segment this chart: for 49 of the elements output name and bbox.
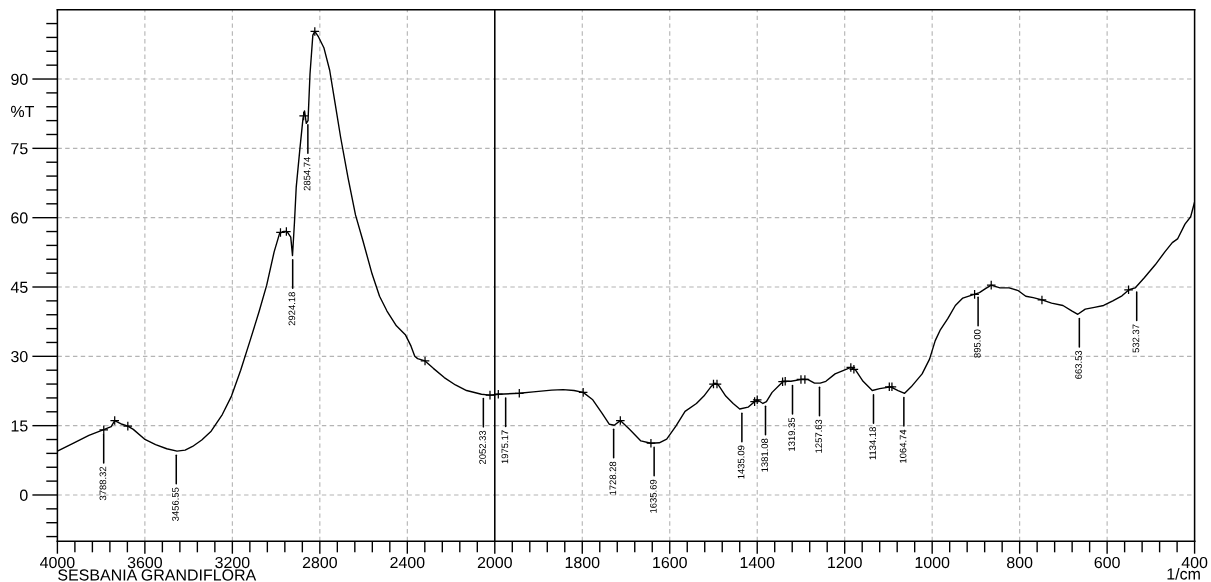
x-tick-label: 600 bbox=[1094, 556, 1120, 569]
x-tick-label: 800 bbox=[1007, 556, 1033, 569]
x-tick-label: 2400 bbox=[390, 556, 425, 569]
annotation: 2924.18 bbox=[288, 292, 296, 326]
annotation: 1728.28 bbox=[609, 461, 617, 495]
x-tick-label: 3600 bbox=[127, 556, 163, 569]
annotation: 1064.74 bbox=[899, 429, 907, 463]
y-tick-label: 15 bbox=[11, 420, 28, 432]
y-axis-title: %T bbox=[11, 105, 35, 118]
x-tick-label: 4000 bbox=[40, 556, 75, 569]
point bbox=[712, 379, 722, 389]
annotation: 1975.17 bbox=[501, 430, 509, 464]
x-axis-title: 1/cm bbox=[1167, 567, 1200, 580]
y-tick-label: 30 bbox=[11, 350, 28, 363]
y-tick-label: 90 bbox=[11, 73, 28, 85]
annotation: 1134.18 bbox=[869, 427, 877, 460]
y-tick-label: 0 bbox=[19, 489, 28, 501]
point bbox=[485, 390, 495, 401]
annotation: 2052.33 bbox=[479, 430, 486, 464]
x-tick-label: 1600 bbox=[653, 556, 687, 569]
annotation: 1319.35 bbox=[788, 417, 796, 451]
annotation: 1257.63 bbox=[815, 419, 823, 453]
x-tick-label: 1200 bbox=[828, 556, 862, 569]
annotation: 3788.32 bbox=[99, 466, 107, 501]
y-tick-label: 75 bbox=[11, 143, 28, 155]
point bbox=[420, 356, 430, 366]
y-tick-label: 45 bbox=[10, 281, 28, 293]
y-tick-label: 60 bbox=[11, 212, 28, 224]
annotation: 1435.09 bbox=[737, 445, 745, 479]
text: SESBANIA GRANDIFLORA bbox=[58, 569, 257, 581]
point bbox=[799, 374, 810, 385]
point bbox=[646, 438, 656, 449]
x-tick-label: 3200 bbox=[215, 556, 250, 569]
x-tick-label: 1000 bbox=[915, 556, 950, 569]
annotation: 3456.55 bbox=[172, 487, 179, 521]
x-tick-label: 2800 bbox=[302, 556, 337, 569]
x-tick-label: 1400 bbox=[740, 556, 775, 569]
point bbox=[1037, 295, 1047, 305]
annotation: 1381.08 bbox=[761, 438, 769, 472]
x-tick-label: 1800 bbox=[565, 556, 600, 569]
annotation: 2854.74 bbox=[303, 157, 311, 191]
annotation: 895.00 bbox=[973, 329, 981, 358]
x-tick-label: 400 bbox=[1181, 556, 1208, 569]
x-tick-label: 2000 bbox=[477, 556, 512, 569]
point bbox=[122, 421, 133, 432]
annotation: 1635.69 bbox=[649, 479, 657, 513]
annotation: 532.37 bbox=[1132, 324, 1140, 353]
point bbox=[298, 111, 309, 121]
annotation: 663.53 bbox=[1075, 350, 1082, 379]
